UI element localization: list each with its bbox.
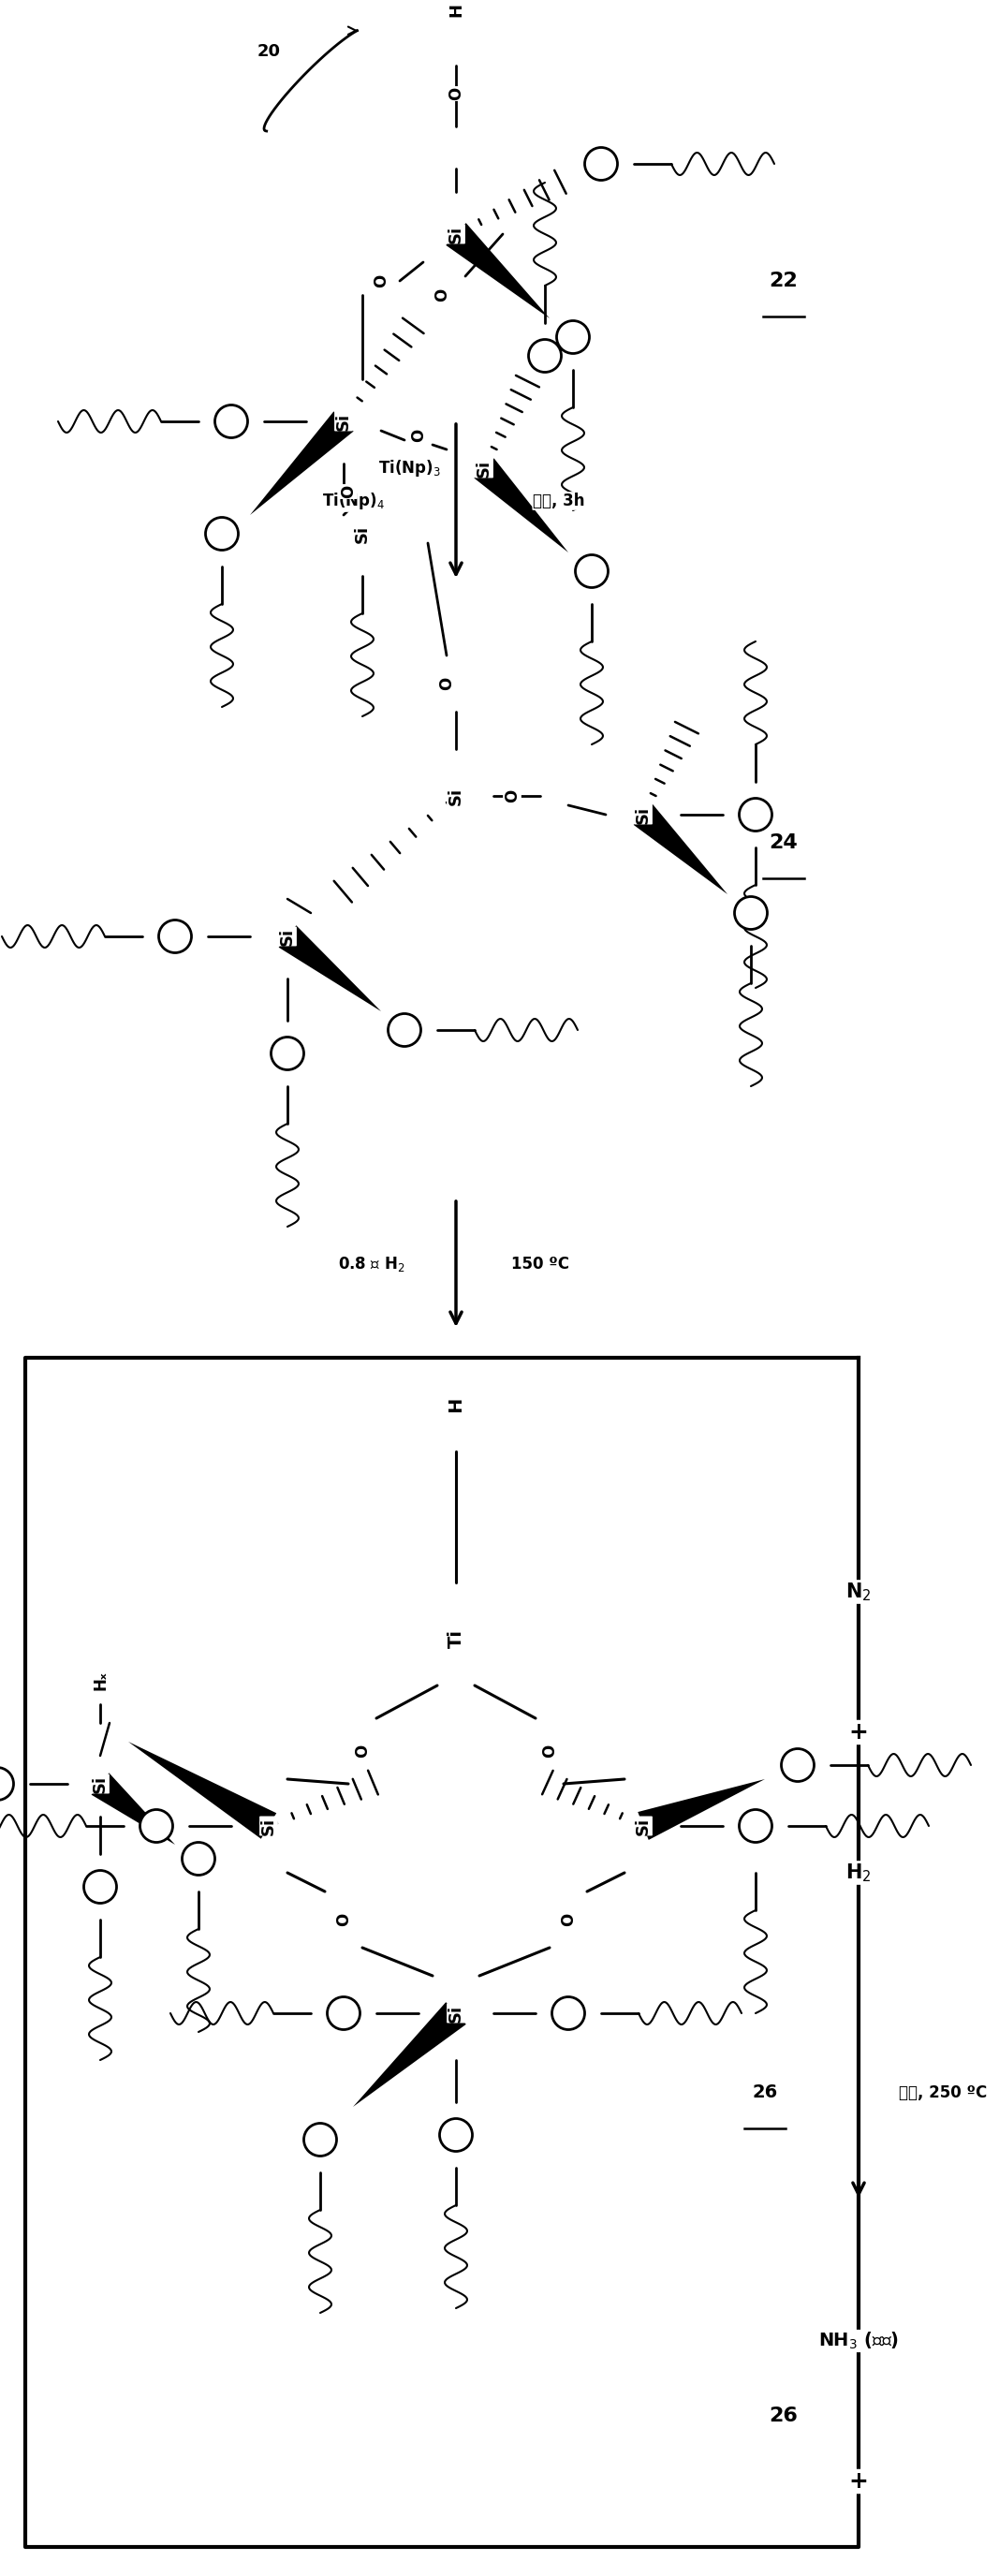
- Text: 0.8 巴 H$_2$: 0.8 巴 H$_2$: [339, 1255, 406, 1273]
- Text: O: O: [448, 88, 465, 100]
- Text: Si: Si: [634, 806, 651, 824]
- Polygon shape: [475, 459, 568, 551]
- Text: Ti: Ti: [448, 1628, 465, 1649]
- Text: O: O: [559, 1914, 576, 1927]
- Text: 22: 22: [769, 270, 798, 291]
- Text: Si: Si: [476, 459, 493, 477]
- Text: 150 ºC: 150 ºC: [511, 1255, 569, 1273]
- Text: O: O: [434, 289, 451, 301]
- Text: O: O: [336, 1914, 352, 1927]
- Text: O: O: [541, 1744, 558, 1757]
- Polygon shape: [279, 925, 381, 1012]
- Circle shape: [440, 2117, 473, 2151]
- Circle shape: [159, 920, 192, 953]
- Text: Si: Si: [279, 927, 296, 945]
- Text: Si: Si: [448, 788, 465, 804]
- Circle shape: [551, 1996, 584, 2030]
- Polygon shape: [637, 1780, 765, 1839]
- Circle shape: [271, 1038, 304, 1069]
- Text: N$_2$: N$_2$: [846, 1582, 871, 1602]
- Circle shape: [575, 554, 608, 587]
- Text: 20: 20: [257, 44, 281, 59]
- Text: Si: Si: [448, 2004, 465, 2022]
- Text: +: +: [849, 2470, 868, 2494]
- Polygon shape: [633, 804, 727, 894]
- Text: Si: Si: [354, 526, 371, 544]
- Circle shape: [304, 2123, 337, 2156]
- Text: O: O: [503, 788, 520, 804]
- Circle shape: [0, 1767, 14, 1801]
- Text: Ti(Np)$_4$: Ti(Np)$_4$: [322, 489, 385, 510]
- Text: 24: 24: [769, 835, 798, 853]
- Circle shape: [528, 340, 561, 371]
- Text: O: O: [354, 1744, 371, 1757]
- Circle shape: [734, 896, 767, 930]
- Text: Si: Si: [336, 412, 352, 430]
- Text: NH$_3$ (气体): NH$_3$ (气体): [818, 2331, 899, 2352]
- Circle shape: [739, 1808, 772, 1842]
- Circle shape: [388, 1012, 421, 1046]
- Circle shape: [182, 1842, 215, 1875]
- Text: Si: Si: [448, 224, 465, 242]
- Text: Ti(Np)$_3$: Ti(Np)$_3$: [378, 459, 441, 479]
- Polygon shape: [250, 412, 354, 515]
- Text: +: +: [849, 1721, 868, 1744]
- Text: 室温, 250 ºC: 室温, 250 ºC: [899, 2084, 987, 2102]
- Circle shape: [584, 147, 617, 180]
- Circle shape: [739, 799, 772, 832]
- Text: 26: 26: [769, 2406, 798, 2424]
- Text: 室温, 3h: 室温, 3h: [533, 492, 585, 510]
- Text: H: H: [448, 3, 465, 15]
- Text: H: H: [448, 1396, 465, 1412]
- Text: O: O: [340, 484, 357, 497]
- Text: Si: Si: [634, 1816, 651, 1834]
- Text: O: O: [373, 273, 390, 289]
- Circle shape: [781, 1749, 814, 1783]
- Text: 26: 26: [752, 2084, 777, 2102]
- Circle shape: [206, 518, 239, 551]
- Polygon shape: [446, 224, 549, 319]
- Text: H$_2$: H$_2$: [846, 1862, 871, 1883]
- Polygon shape: [128, 1741, 277, 1839]
- Circle shape: [556, 322, 589, 353]
- Text: O: O: [410, 428, 427, 443]
- Text: O: O: [439, 677, 455, 690]
- Text: Si: Si: [261, 1816, 277, 1834]
- Text: Si: Si: [92, 1775, 109, 1793]
- Circle shape: [215, 404, 248, 438]
- Circle shape: [84, 1870, 117, 1904]
- Circle shape: [328, 1996, 360, 2030]
- Text: Hₓ: Hₓ: [92, 1672, 109, 1690]
- Polygon shape: [353, 2002, 467, 2107]
- Circle shape: [140, 1808, 173, 1842]
- Polygon shape: [91, 1772, 175, 1844]
